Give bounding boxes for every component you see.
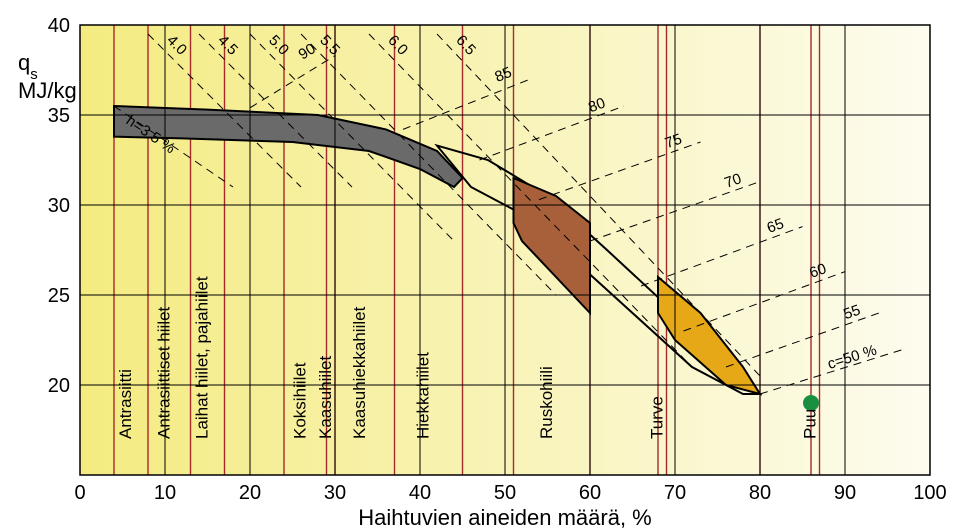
x-tick-label: 0 xyxy=(74,482,85,504)
category-label: Ruskohiili xyxy=(537,366,556,439)
x-tick-label: 90 xyxy=(834,482,856,504)
y-axis-unit: MJ/kg xyxy=(18,78,77,103)
x-tick-label: 70 xyxy=(664,482,686,504)
category-label: Kaasuhiilet xyxy=(316,356,335,439)
category-label: Kaasuhiekkahiilet xyxy=(350,306,369,439)
category-label: Hiekkahiilet xyxy=(414,352,433,439)
x-axis-title: Haihtuvien aineiden määrä, % xyxy=(358,505,652,528)
x-tick-label: 10 xyxy=(154,482,176,504)
y-tick-label: 40 xyxy=(48,15,70,37)
category-label: Antrasiittiset hiilet xyxy=(154,306,173,439)
category-label: Koksihiilet xyxy=(290,362,309,439)
x-tick-label: 50 xyxy=(494,482,516,504)
category-label: Puu xyxy=(800,409,819,439)
x-tick-label: 40 xyxy=(409,482,431,504)
x-tick-label: 30 xyxy=(324,482,346,504)
category-label: Laihat hiilet, pajahiilet xyxy=(193,276,212,439)
category-label: Antrasiitti xyxy=(116,369,135,439)
y-tick-label: 25 xyxy=(48,285,70,307)
x-tick-label: 100 xyxy=(913,482,946,504)
y-tick-label: 20 xyxy=(48,375,70,397)
fuel-classification-chart: h=3.5 %4.04.55.05.56.06.5c=50 %556065707… xyxy=(0,0,955,528)
x-tick-label: 80 xyxy=(749,482,771,504)
y-tick-label: 35 xyxy=(48,105,70,127)
y-tick-label: 30 xyxy=(48,195,70,217)
x-tick-label: 60 xyxy=(579,482,601,504)
category-label: Turve xyxy=(647,396,666,439)
x-tick-label: 20 xyxy=(239,482,261,504)
puu-marker xyxy=(803,395,819,411)
